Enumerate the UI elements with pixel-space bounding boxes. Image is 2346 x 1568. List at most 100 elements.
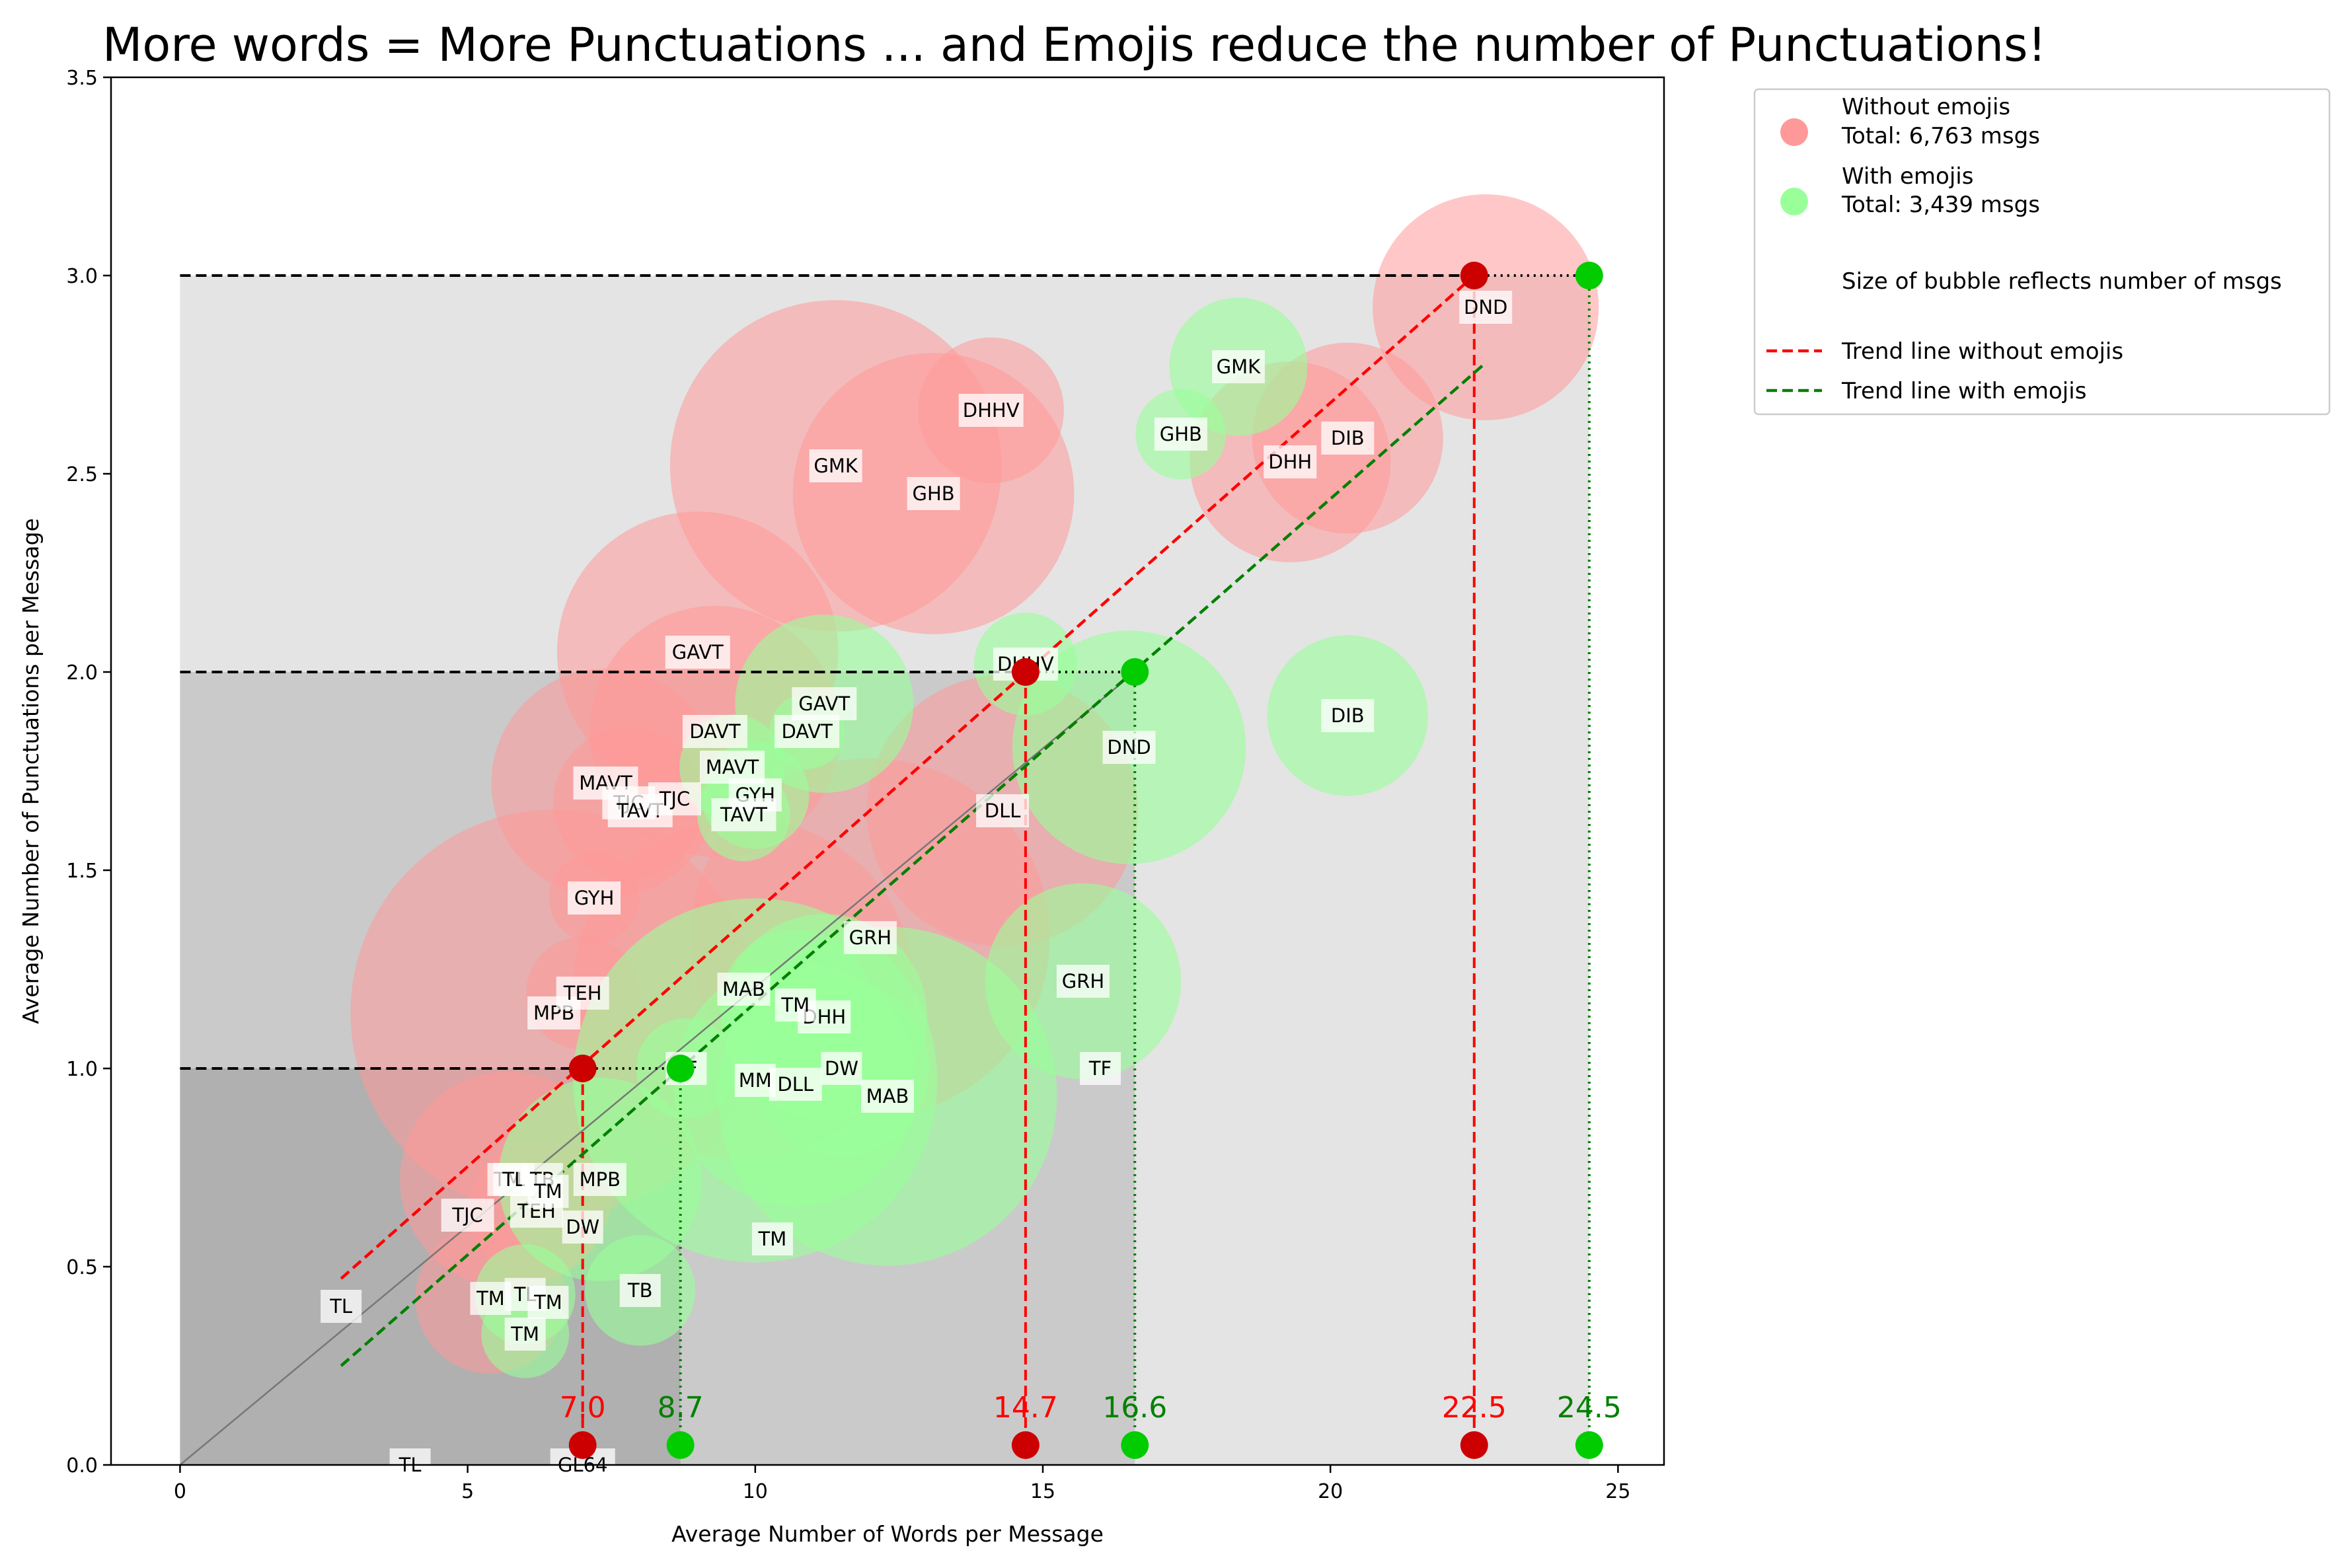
label-text: GYH <box>574 887 615 909</box>
label-0-15: TEH <box>556 977 609 1010</box>
label-text: TM <box>780 994 810 1016</box>
label-text: TJC <box>451 1204 483 1226</box>
label-box <box>619 1274 661 1307</box>
plot-frame <box>110 76 1665 1466</box>
label-1-10: GRH <box>1056 965 1110 998</box>
label-box <box>861 1080 914 1113</box>
label-box <box>1056 965 1110 998</box>
label-box <box>665 636 730 669</box>
label-2-12: TM <box>527 1286 569 1319</box>
x-tick-label-0: 0 <box>174 1480 186 1503</box>
trend-line-without <box>340 274 1476 1280</box>
y-tick-label-5: 2.5 <box>66 463 98 486</box>
label-text: GMK <box>1217 355 1261 378</box>
label-text: TJC <box>659 788 691 810</box>
y-tick-label-4: 2.0 <box>66 661 98 685</box>
label-1-15: DLL <box>769 1068 822 1101</box>
label-box <box>792 687 857 720</box>
marker-with-base-2 <box>1121 1431 1149 1459</box>
value-label-without-3: 22.5 <box>1442 1391 1507 1425</box>
label-text: MAVT <box>706 756 759 778</box>
label-text: GRH <box>1062 970 1104 992</box>
y-tick-label-3: 1.5 <box>66 860 98 883</box>
bubble-labels: DND DIB DHH DHHV GMK GHB GAVT DAVT MAVT TJC DLL GRH… <box>321 291 1513 1481</box>
label-2-10: TM <box>527 1175 569 1208</box>
marker-without-top-2 <box>1011 658 1040 686</box>
label-text: TM <box>476 1287 505 1310</box>
label-text: GAVT <box>798 692 850 715</box>
label-1-4: DND <box>1102 731 1156 764</box>
label-text: DW <box>566 1216 599 1238</box>
label-1-12: TM <box>775 989 816 1022</box>
label-box <box>734 1064 776 1097</box>
chart-title: More words = More Punctuations ... and E… <box>102 18 2047 72</box>
label-box <box>441 1199 494 1232</box>
label-0-10: DLL <box>976 794 1030 827</box>
label-1-14: DW <box>821 1052 862 1085</box>
label-text: TM <box>533 1291 562 1314</box>
value-label-without-2: 14.7 <box>993 1391 1058 1425</box>
label-box <box>321 1290 362 1323</box>
label-box <box>568 881 621 915</box>
label-0-6: GAVT <box>665 636 730 669</box>
label-box <box>1321 699 1375 732</box>
x-tick-label-4: 20 <box>1318 1480 1343 1503</box>
label-box <box>1211 350 1265 383</box>
marker-without-base-3 <box>1460 1431 1488 1459</box>
reference-markers: 7.0 8.7 14.7 16.6 22.5 24.5 <box>560 262 1622 1459</box>
legend-label: With emojis <box>1842 163 1973 190</box>
y-axis-label: Average Number of Punctuations per Messa… <box>18 518 44 1024</box>
label-text: TF <box>1088 1057 1112 1080</box>
label-0-12: GYH <box>568 881 621 915</box>
y-axis: 0.0 0.5 1.0 1.5 2.0 2.5 3.0 3.5 <box>66 67 111 1477</box>
label-2-1: TJC <box>648 782 701 815</box>
label-0-4: GMK <box>809 449 862 482</box>
value-label-with-1: 8.7 <box>658 1391 704 1425</box>
label-1-5: GAVT <box>792 687 857 720</box>
legend-item-3: Trend line without emojis <box>1766 338 2123 365</box>
label-1-0: GMK <box>1211 350 1265 383</box>
label-box <box>700 751 765 784</box>
label-box <box>556 977 609 1010</box>
label-text: MPB <box>580 1168 621 1191</box>
label-box <box>809 449 862 482</box>
label-text: DIB <box>1331 427 1365 449</box>
label-1-16: MM <box>734 1064 776 1097</box>
marker-with-top-1 <box>666 1055 695 1082</box>
marker-with-top-2 <box>1121 658 1149 686</box>
label-text: DHHV <box>963 399 1020 422</box>
marker-with-base-1 <box>666 1431 695 1459</box>
value-label-with-2: 16.6 <box>1102 1391 1167 1425</box>
y-tick-label-7: 3.5 <box>66 67 98 90</box>
value-label-with-3: 24.5 <box>1557 1391 1622 1425</box>
label-1-2: DIB <box>1321 699 1375 732</box>
label-box <box>527 1286 569 1319</box>
label-text: TL <box>502 1168 525 1191</box>
label-text: TM <box>758 1228 787 1250</box>
label-text: DAVT <box>781 720 833 743</box>
label-2-7: TJC <box>441 1199 494 1232</box>
label-1-19: TB <box>619 1274 661 1307</box>
label-box <box>1154 418 1207 451</box>
marker-with-base-3 <box>1575 1431 1603 1459</box>
legend-label: Without emojis <box>1842 94 2010 120</box>
x-axis: 0 5 10 15 20 25 <box>174 1465 1630 1503</box>
label-box <box>843 921 897 954</box>
label-box <box>1264 445 1317 478</box>
label-box <box>1459 291 1513 324</box>
value-label-without-1: 7.0 <box>560 1391 606 1425</box>
x-tick-label-5: 25 <box>1605 1480 1630 1503</box>
label-box <box>717 973 771 1006</box>
label-box <box>821 1052 862 1085</box>
label-text: DW <box>825 1057 858 1080</box>
marker-with-top-3 <box>1575 262 1603 289</box>
reference-lines <box>180 274 1591 1445</box>
diagonal-guide <box>179 671 1136 1466</box>
legend-item-2: Size of bubble reflects number of msgs <box>1842 268 2282 295</box>
label-box <box>573 1163 626 1196</box>
label-text: MAB <box>866 1085 909 1107</box>
label-1-13: MAB <box>861 1080 914 1113</box>
label-box <box>976 794 1030 827</box>
legend-symbol <box>1780 118 1808 146</box>
trend-lines <box>340 274 1487 1367</box>
